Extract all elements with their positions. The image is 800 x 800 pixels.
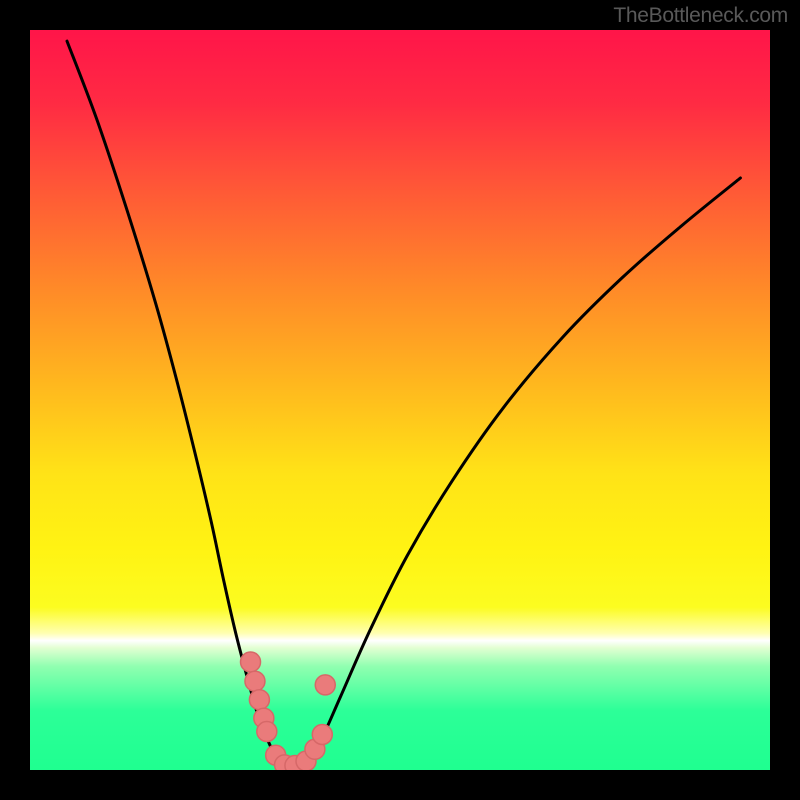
watermark-text: TheBottleneck.com	[613, 4, 788, 28]
plot-frame	[30, 30, 770, 770]
gradient-backdrop	[30, 30, 770, 770]
